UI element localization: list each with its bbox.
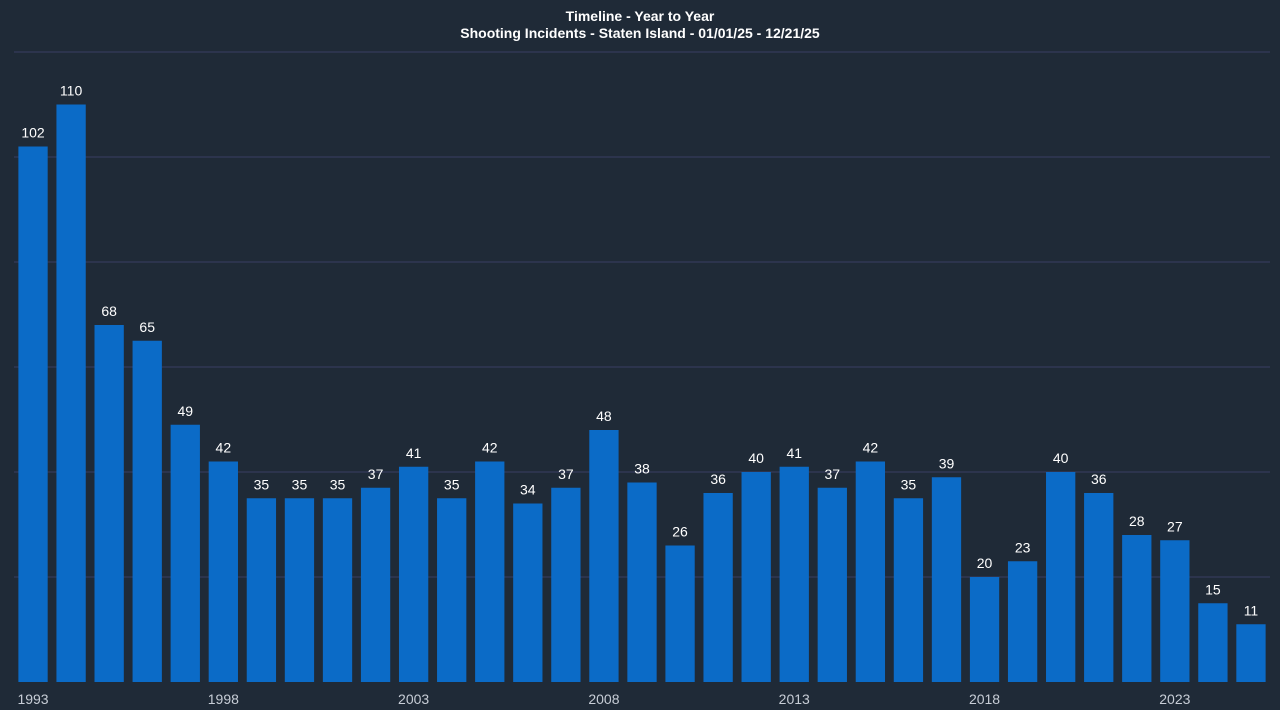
bar-2022[interactable] bbox=[1122, 535, 1152, 682]
bar-2019[interactable] bbox=[1007, 561, 1038, 682]
bar-2021[interactable] bbox=[1084, 493, 1114, 682]
data-label-2008: 48 bbox=[596, 408, 612, 424]
data-label-2022: 28 bbox=[1129, 513, 1145, 529]
bar-2017[interactable] bbox=[931, 477, 962, 682]
bar-2020[interactable] bbox=[1046, 472, 1076, 682]
data-label-2007: 37 bbox=[558, 466, 574, 482]
data-label-2005: 42 bbox=[482, 440, 498, 456]
bar-2016[interactable] bbox=[893, 498, 924, 682]
data-label-1995: 68 bbox=[101, 303, 117, 319]
data-label-2011: 36 bbox=[710, 471, 726, 487]
data-label-1994: 110 bbox=[60, 83, 83, 99]
data-label-2015: 42 bbox=[863, 440, 879, 456]
bar-1995[interactable] bbox=[94, 325, 124, 682]
bar-2009[interactable] bbox=[627, 482, 657, 683]
bar-1998[interactable] bbox=[208, 461, 238, 683]
bar-2018[interactable] bbox=[969, 577, 1000, 682]
x-tick-label-2003: 2003 bbox=[398, 691, 429, 707]
data-label-2013: 41 bbox=[786, 445, 802, 461]
data-label-2009: 38 bbox=[634, 461, 650, 477]
chart-subtitle: Shooting Incidents - Staten Island - 01/… bbox=[460, 25, 820, 41]
x-tick-label-2008: 2008 bbox=[588, 691, 619, 707]
bar-2002[interactable] bbox=[360, 487, 391, 682]
data-label-2023: 27 bbox=[1167, 518, 1183, 534]
data-label-2021: 36 bbox=[1091, 471, 1107, 487]
bar-2004[interactable] bbox=[437, 498, 467, 682]
data-label-2001: 35 bbox=[330, 476, 346, 492]
bar-1997[interactable] bbox=[170, 424, 200, 682]
data-label-1996: 65 bbox=[139, 319, 155, 335]
bar-2014[interactable] bbox=[817, 487, 847, 682]
bar-1994[interactable] bbox=[56, 104, 86, 683]
bar-1996[interactable] bbox=[132, 340, 162, 682]
bar-2010[interactable] bbox=[665, 545, 695, 683]
x-tick-label-2023: 2023 bbox=[1159, 691, 1190, 707]
bar-2005[interactable] bbox=[475, 461, 505, 683]
bar-2006[interactable] bbox=[513, 503, 543, 683]
data-label-2004: 35 bbox=[444, 476, 460, 492]
bar-1999[interactable] bbox=[246, 498, 277, 682]
bar-2024[interactable] bbox=[1198, 603, 1228, 682]
data-label-2025: 11 bbox=[1244, 602, 1259, 618]
data-label-2018: 20 bbox=[977, 555, 993, 571]
x-tick-label-1998: 1998 bbox=[208, 691, 239, 707]
x-tick-label-2018: 2018 bbox=[969, 691, 1000, 707]
data-label-1998: 42 bbox=[216, 440, 232, 456]
data-label-2002: 37 bbox=[368, 466, 384, 482]
data-label-2017: 39 bbox=[939, 455, 955, 471]
x-tick-label-1993: 1993 bbox=[17, 691, 48, 707]
bar-2023[interactable] bbox=[1160, 540, 1190, 682]
bar-2003[interactable] bbox=[398, 466, 429, 682]
bar-1993[interactable] bbox=[18, 146, 48, 683]
bar-2000[interactable] bbox=[284, 498, 315, 682]
data-label-1997: 49 bbox=[177, 403, 193, 419]
data-label-2010: 26 bbox=[672, 524, 688, 540]
data-label-2014: 37 bbox=[825, 466, 841, 482]
bar-2011[interactable] bbox=[703, 493, 733, 682]
data-label-1999: 35 bbox=[254, 476, 270, 492]
data-label-2012: 40 bbox=[748, 450, 764, 466]
bar-2007[interactable] bbox=[551, 487, 581, 682]
data-label-1993: 102 bbox=[21, 125, 45, 141]
data-label-2000: 35 bbox=[292, 476, 308, 492]
data-label-2006: 34 bbox=[520, 482, 536, 498]
bar-2015[interactable] bbox=[855, 461, 886, 683]
data-label-2019: 23 bbox=[1015, 539, 1031, 555]
data-label-2016: 35 bbox=[901, 476, 917, 492]
bar-2001[interactable] bbox=[322, 498, 353, 682]
bar-2008[interactable] bbox=[589, 430, 619, 682]
data-label-2003: 41 bbox=[406, 445, 422, 461]
data-label-2020: 40 bbox=[1053, 450, 1069, 466]
chart-title: Timeline - Year to Year bbox=[565, 8, 715, 24]
data-label-2024: 15 bbox=[1205, 581, 1221, 597]
bar-2013[interactable] bbox=[779, 466, 809, 682]
bar-2025[interactable] bbox=[1236, 624, 1266, 682]
x-tick-label-2013: 2013 bbox=[779, 691, 810, 707]
bar-2012[interactable] bbox=[741, 472, 771, 682]
